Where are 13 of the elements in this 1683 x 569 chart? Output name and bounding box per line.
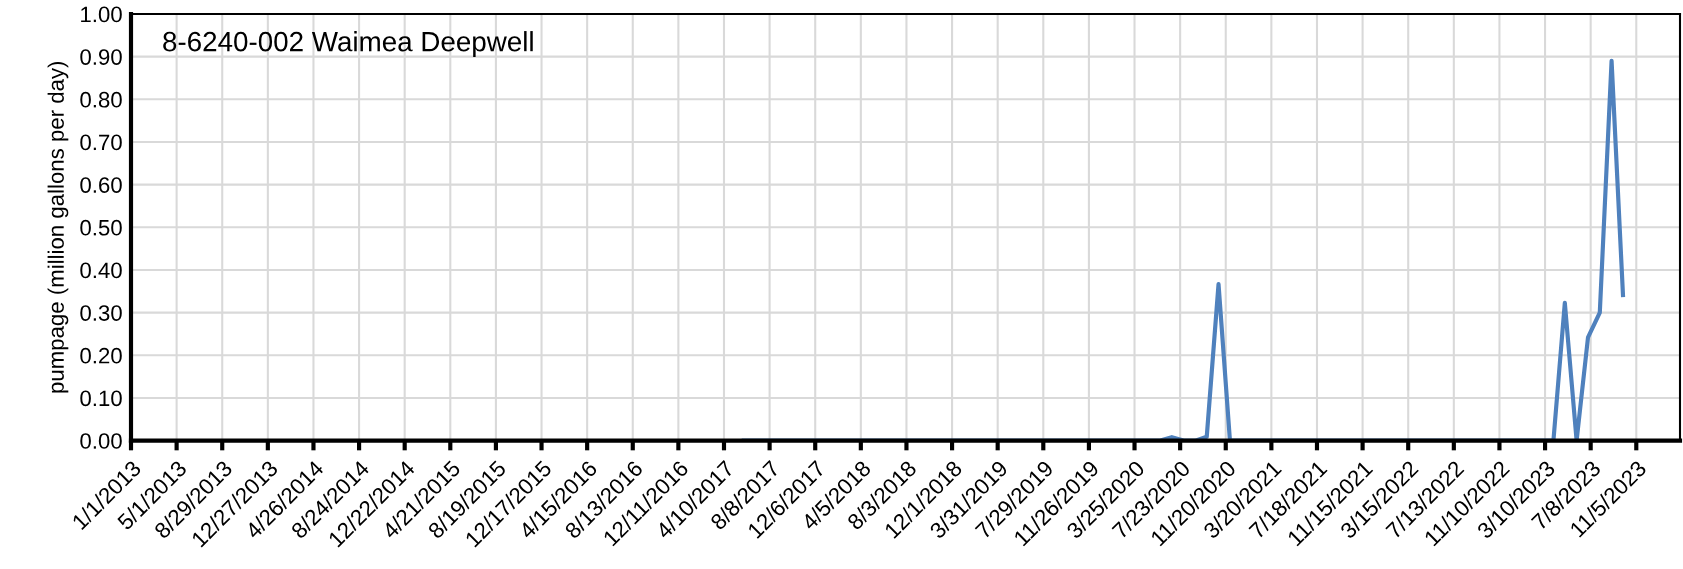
y-tick-label: 0.50 [80,219,122,236]
y-tick-label: 0.40 [80,262,122,279]
text: 8-6240-002 Waimea Deepwell [163,31,533,57]
y-tick-label: 0.90 [80,49,122,65]
y-tick-label: 0.20 [80,347,122,364]
y-tick-label: 0.10 [80,390,122,407]
y-tick-label: 0.60 [80,177,122,193]
y-tick-label: 1.00 [81,6,122,23]
y-tick-label: 0.70 [80,134,122,151]
y-axis-title: pumpage (million gallons per day) [47,61,69,393]
y-tick-label: 0.00 [80,433,122,449]
y-tick-label: 0.30 [80,305,122,321]
y-tick-label: 0.80 [80,91,122,108]
